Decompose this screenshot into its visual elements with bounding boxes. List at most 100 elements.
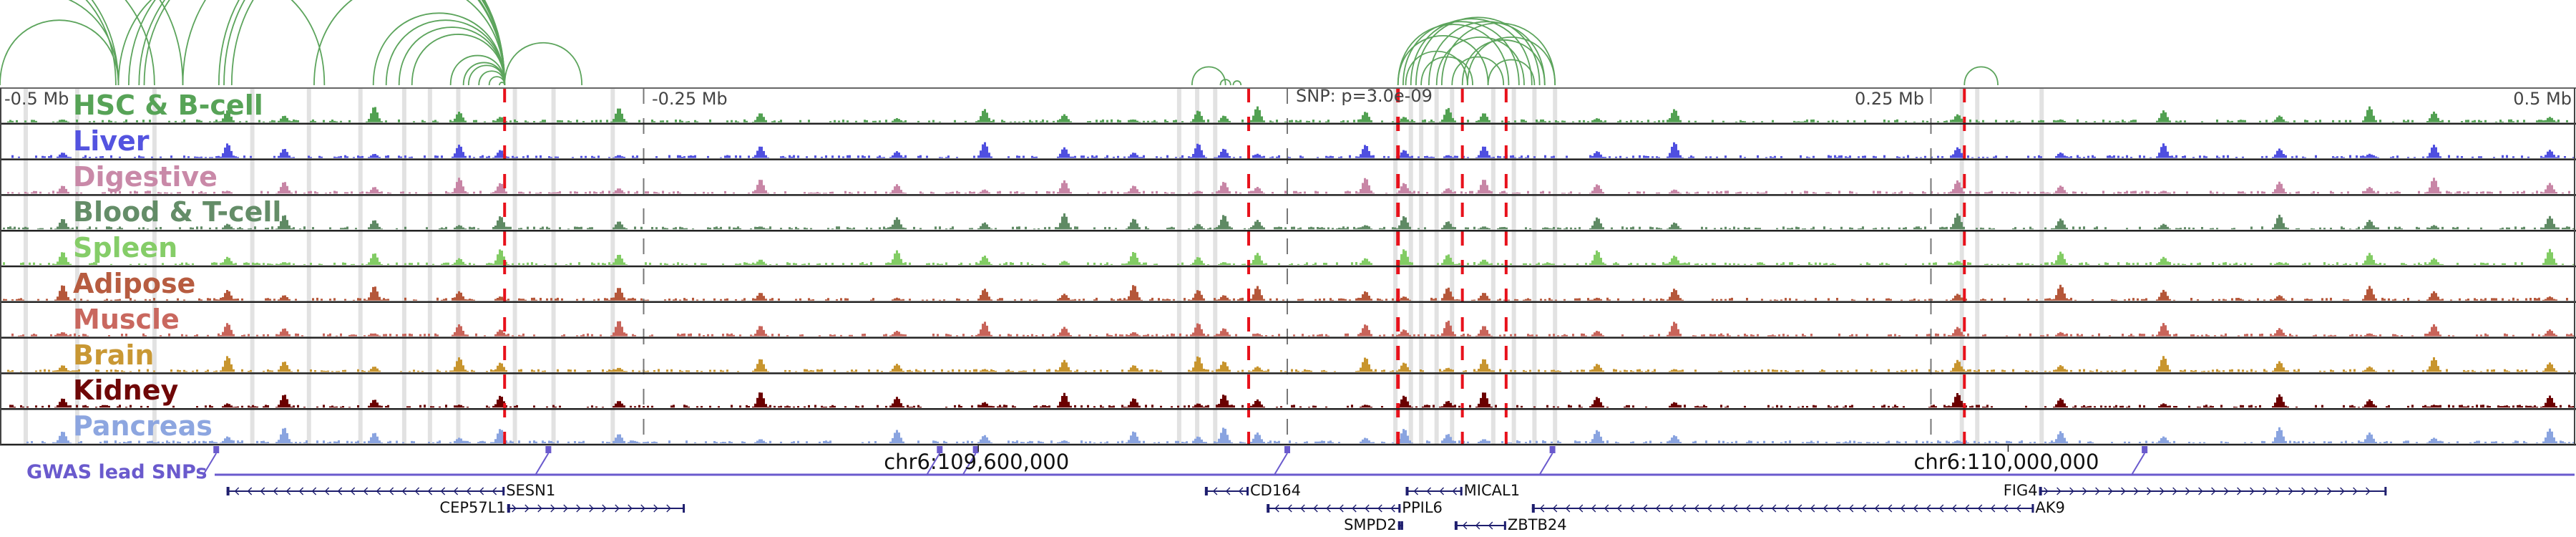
loop-arc [1435, 36, 1525, 86]
loop-arc [85, 0, 117, 86]
loop-arc [499, 82, 506, 86]
strand-arrow [1604, 504, 1609, 513]
loop-arc [1420, 56, 1473, 86]
strand-arrow [414, 487, 420, 495]
strand-arrow [1642, 504, 1648, 513]
axis-label-plus-quarter: 0.25 Mb [1854, 89, 1924, 109]
gene-exon [1397, 521, 1401, 530]
strand-arrow [389, 487, 394, 495]
strand-arrow [2340, 487, 2345, 495]
strand-arrow [376, 487, 381, 495]
strand-arrow [1462, 521, 1468, 530]
loop-arc [411, 34, 506, 86]
strand-arrow [1426, 487, 1432, 495]
strand-arrow [324, 487, 330, 495]
loop-arc [1466, 36, 1556, 86]
gene-exon [1398, 504, 1401, 513]
strand-arrow [1552, 504, 1558, 513]
loop-arc [1451, 56, 1505, 86]
axis-label-left: -0.5 Mb [4, 89, 69, 109]
loop-arc [1405, 50, 1468, 86]
strand-arrow [512, 504, 517, 513]
strand-arrow [576, 504, 581, 513]
signal-bars [7, 178, 2570, 194]
strand-arrow [350, 487, 356, 495]
track-label-brain: Brain [73, 339, 155, 371]
strand-arrow [666, 504, 671, 513]
gene-exon [1267, 504, 1270, 513]
gene-exon [1503, 521, 1506, 530]
axis-label-right: 0.5 Mb [2513, 89, 2572, 109]
loop-arc [504, 42, 583, 86]
strand-arrow [1887, 504, 1893, 513]
strand-arrow [2003, 504, 2009, 513]
strand-arrow [1874, 504, 1880, 513]
chromatin-loop-arcs [0, 0, 1999, 86]
gene-label: SESN1 [506, 482, 556, 499]
signal-track [3, 213, 2575, 230]
strand-arrow [2353, 487, 2358, 495]
strand-arrow [2275, 487, 2280, 495]
strand-arrow [1539, 504, 1545, 513]
strand-arrow [2366, 487, 2371, 495]
gene-label: SMPD2 [1344, 516, 1397, 533]
gwas-snp-track [203, 445, 2575, 476]
strand-arrow [2288, 487, 2293, 495]
strand-arrow [2134, 487, 2139, 495]
loop-arc [138, 0, 506, 86]
signal-track [7, 178, 2570, 194]
strand-arrow [1681, 504, 1687, 513]
strand-arrow [2057, 487, 2062, 495]
loop-arc [1963, 66, 1999, 86]
track-label-hsc-bcell: HSC & B-cell [73, 90, 263, 121]
gwas-snp-connector [926, 453, 941, 475]
strand-arrow [2016, 504, 2021, 513]
loop-arc [128, 0, 506, 86]
loop-arc [218, 0, 506, 86]
gene-exon [2384, 487, 2387, 495]
strand-arrow [1274, 504, 1279, 513]
gwas-snp-marker [972, 446, 979, 453]
strand-arrow [1339, 504, 1344, 513]
gene-exon [507, 504, 510, 513]
strand-arrow [1926, 504, 1931, 513]
chr-label-2: chr6:110,000,000 [1913, 450, 2099, 474]
strand-arrow [2314, 487, 2319, 495]
signal-tracks [3, 106, 2575, 443]
strand-arrow [1732, 504, 1738, 513]
snp-pvalue-label: SNP: p=3.0e-09 [1296, 86, 1433, 106]
signal-bars [3, 284, 2568, 301]
strand-arrow [1313, 504, 1318, 513]
track-label-digestive: Digestive [73, 160, 218, 193]
gene-exon [683, 504, 686, 513]
gene-label: CD164 [1250, 482, 1301, 499]
loop-arc [1397, 24, 1510, 86]
strand-arrow [1300, 504, 1305, 513]
gene-exon [1246, 487, 1249, 495]
loop-arc [1397, 35, 1489, 86]
strand-arrow [1707, 504, 1712, 513]
strand-arrow [615, 504, 620, 513]
track-label-kidney: Kidney [73, 374, 179, 407]
strand-arrow [2211, 487, 2216, 495]
strand-arrow [2121, 487, 2126, 495]
gene-label: ZBTB24 [1507, 516, 1567, 533]
strand-arrow [1810, 504, 1815, 513]
gene-exon [1454, 521, 1458, 530]
strand-arrow [602, 504, 607, 513]
track-frames [0, 87, 2576, 446]
loop-arc [372, 12, 506, 86]
strand-arrow [1668, 504, 1674, 513]
strand-arrow [1352, 504, 1357, 513]
strand-arrow [525, 504, 530, 513]
gene-exon [1400, 521, 1403, 530]
strand-arrow [640, 504, 645, 513]
signal-track [3, 248, 2575, 265]
strand-arrow [1616, 504, 1622, 513]
loop-arc [1219, 79, 1231, 86]
signal-bars [26, 427, 2575, 443]
strand-arrow [2108, 487, 2113, 495]
strand-arrow [440, 487, 446, 495]
strand-arrow [1951, 504, 1957, 513]
axis-label-minus-quarter: -0.25 Mb [652, 89, 728, 109]
